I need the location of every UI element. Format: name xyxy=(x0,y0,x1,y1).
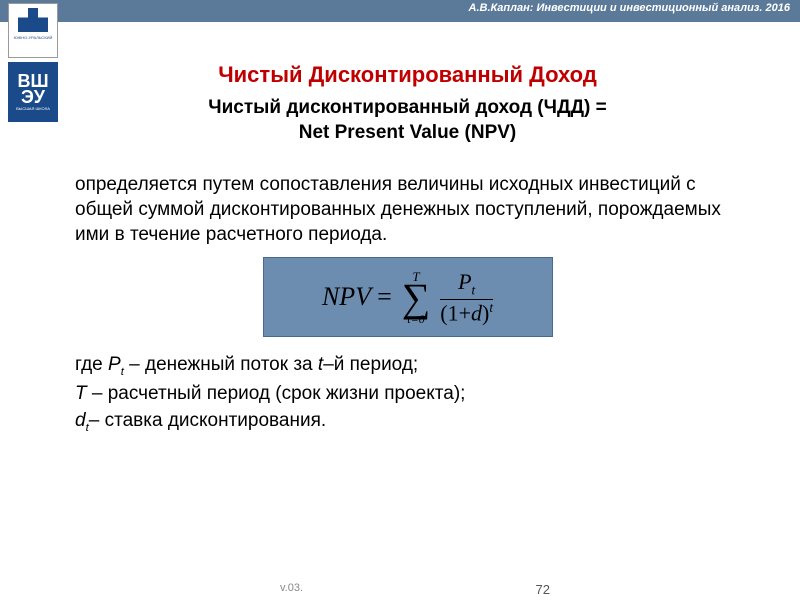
slide-title: Чистый Дисконтированный Доход xyxy=(75,62,740,88)
slide-subtitle: Чистый дисконтированный доход (ЧДД) = Ne… xyxy=(75,96,740,145)
formula-box: NPV = T ∑ t=0 Pt (1+d)t xyxy=(263,257,553,337)
formula-lhs: NPV xyxy=(322,282,371,312)
logo2-text: ВШЭУ xyxy=(17,73,48,105)
legend-line-1: где Pt – денежный поток за t–й период; xyxy=(75,352,740,381)
legend-line-2: T – расчетный период (срок жизни проекта… xyxy=(75,381,740,408)
equals-sign: = xyxy=(377,282,392,312)
sigma-icon: T ∑ t=0 xyxy=(402,270,431,325)
slide-content: Чистый Дисконтированный Доход Чистый дис… xyxy=(0,22,800,437)
description-text: определяется путем сопоставления величин… xyxy=(75,173,740,247)
logo2-caption: ВЫСШАЯ ШКОЛА xyxy=(16,107,50,111)
logo-building-icon xyxy=(9,4,57,36)
header-bar: А.В.Каплан: Инвестиции и инвестиционный … xyxy=(0,0,800,22)
npv-formula: NPV = T ∑ t=0 Pt (1+d)t xyxy=(322,270,493,325)
header-author-text: А.В.Каплан: Инвестиции и инвестиционный … xyxy=(469,2,790,14)
legend-line-3: dt– ставка дисконтирования. xyxy=(75,408,740,437)
variable-legend: где Pt – денежный поток за t–й период; T… xyxy=(75,352,740,436)
version-label: v.03. xyxy=(280,582,303,594)
university-logo: ЮЖНО-УРАЛЬСКИЙ xyxy=(8,3,58,58)
page-number: 72 xyxy=(536,582,550,597)
denominator: (1+d)t xyxy=(440,301,493,326)
numerator: Pt xyxy=(458,270,475,298)
school-logo: ВШЭУ ВЫСШАЯ ШКОЛА xyxy=(8,62,58,122)
logo1-caption: ЮЖНО-УРАЛЬСКИЙ xyxy=(9,36,57,40)
fraction: Pt (1+d)t xyxy=(440,270,493,325)
